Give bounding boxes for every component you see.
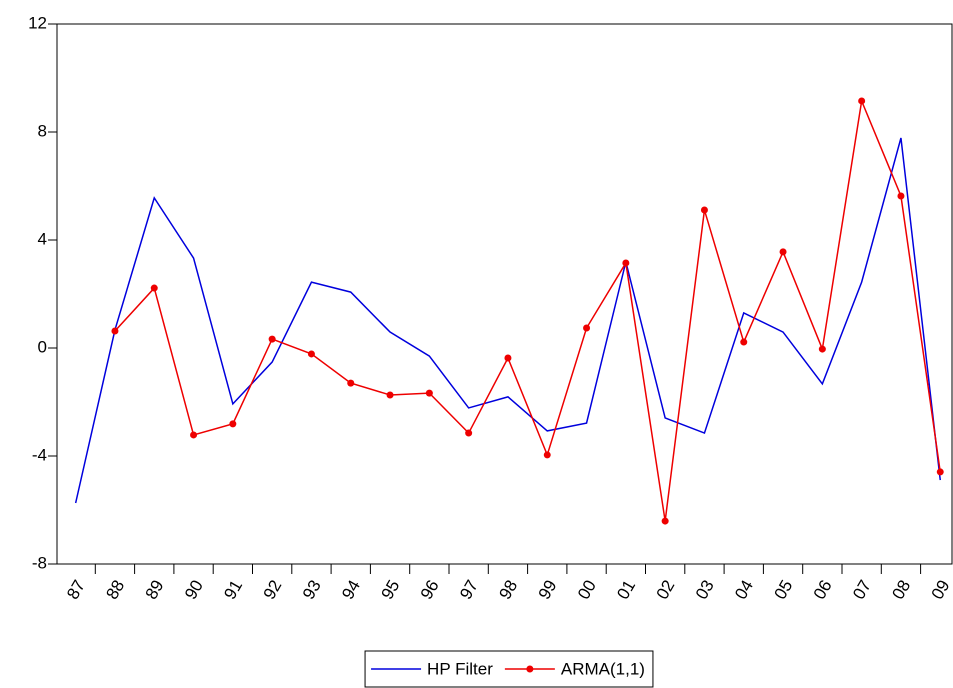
x-tick-label: 94 <box>338 577 364 603</box>
x-tick-label: 05 <box>770 577 796 603</box>
x-tick-label: 03 <box>692 577 718 603</box>
series-marker <box>897 192 905 200</box>
x-tick-label: 93 <box>299 577 325 603</box>
series-marker <box>661 517 669 525</box>
series-marker <box>347 379 355 387</box>
series-marker <box>229 420 237 428</box>
series-marker <box>307 350 315 358</box>
series-marker <box>740 338 748 346</box>
y-tick-label: -4 <box>32 445 47 464</box>
plot-frame <box>56 23 953 565</box>
y-tick-label: -8 <box>32 553 47 572</box>
x-tick-label: 89 <box>142 577 168 603</box>
legend-label: HP Filter <box>427 659 493 678</box>
series-marker <box>190 431 198 439</box>
legend: HP Filter ARMA(1,1) <box>364 650 654 688</box>
series-marker <box>386 391 394 399</box>
x-tick-label: 95 <box>377 577 403 603</box>
series-marker <box>818 345 826 353</box>
x-tick-label: 88 <box>102 577 128 603</box>
x-tick-label: 07 <box>849 577 875 603</box>
series-marker <box>465 429 473 437</box>
x-tick-label: 98 <box>495 577 521 603</box>
x-tick-label: 08 <box>888 577 914 603</box>
series-marker <box>700 206 708 214</box>
y-tick-label: 0 <box>38 337 47 356</box>
x-tick-label: 06 <box>810 577 836 603</box>
x-tick-label: 87 <box>63 577 89 603</box>
x-tick-label: 99 <box>535 577 561 603</box>
series-marker <box>622 259 630 267</box>
series-marker <box>268 335 276 343</box>
series-marker <box>583 324 591 332</box>
y-tick-label: 4 <box>38 229 47 248</box>
x-tick-label: 90 <box>181 577 207 603</box>
series-marker <box>504 354 512 362</box>
series-line <box>114 98 941 522</box>
y-tick-label: 8 <box>38 121 47 140</box>
legend-label: ARMA(1,1) <box>561 659 645 678</box>
series-marker <box>150 284 158 292</box>
series-marker <box>779 248 787 256</box>
x-tick-label: 04 <box>731 577 757 603</box>
legend-marker <box>526 665 534 673</box>
series-marker <box>936 468 944 476</box>
x-tick-label: 00 <box>574 577 600 603</box>
x-tick-label: 09 <box>928 577 953 603</box>
series-line <box>74 137 941 504</box>
y-tick-label: 12 <box>28 13 47 32</box>
x-tick-label: 91 <box>220 577 246 603</box>
series-marker <box>425 389 433 397</box>
x-tick-label: 92 <box>260 577 286 603</box>
x-tick-label: 97 <box>456 577 482 603</box>
legend-item: ARMA(1,1) <box>504 659 645 678</box>
x-tick-label: 96 <box>417 577 443 603</box>
series-marker <box>543 451 551 459</box>
x-tick-label: 01 <box>613 577 639 603</box>
series-marker <box>111 327 119 335</box>
legend-item: HP Filter <box>371 659 493 678</box>
x-tick-label: 02 <box>653 577 679 603</box>
series-marker <box>858 97 866 105</box>
